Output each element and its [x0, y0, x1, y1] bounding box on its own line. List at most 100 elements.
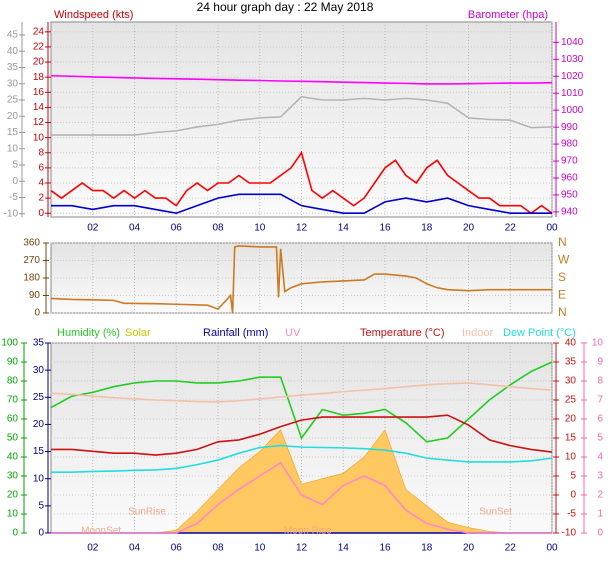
- y-tick-label: 2: [38, 193, 44, 204]
- x-tick-label: 12: [296, 223, 308, 234]
- y-tick-label: 60: [7, 414, 19, 425]
- x-tick-label: 02: [87, 223, 99, 234]
- y-tick-label: 5: [12, 160, 18, 171]
- y-tick-label: 7: [597, 395, 603, 406]
- y-tick-label: 1040: [561, 37, 584, 48]
- series-line: [51, 444, 553, 473]
- y-tick-label: 0: [38, 528, 44, 539]
- y-axis-title: Windspeed (kts): [54, 9, 133, 21]
- x-tick-label: 06: [171, 543, 183, 554]
- y-tick-label: 25: [565, 395, 577, 406]
- y-tick-label: -5: [9, 192, 18, 203]
- x-tick-label: 04: [129, 543, 141, 554]
- annotation: SunRise: [128, 507, 166, 518]
- y-tick-label: W: [558, 253, 570, 267]
- x-tick-label: 20: [463, 543, 475, 554]
- y-tick-label: 9: [597, 357, 603, 368]
- y-tick-label: 180: [23, 273, 40, 284]
- y-tick-label: 6: [38, 163, 44, 174]
- y-tick-label: 35: [7, 62, 19, 73]
- y-tick-label: 90: [7, 357, 19, 368]
- y-tick-label: 10: [7, 509, 19, 520]
- y-tick-label: 5: [570, 471, 576, 482]
- x-tick-label: 20: [463, 223, 475, 234]
- y-tick-label: 0: [570, 490, 576, 501]
- series-line: [50, 361, 553, 443]
- x-tick-label: 08: [212, 223, 224, 234]
- x-tick-label: 18: [421, 223, 433, 234]
- y-tick-label: 2: [597, 490, 603, 501]
- y-tick-label: 950: [561, 190, 578, 201]
- y-tick-label: 25: [33, 392, 45, 403]
- y-tick-label: 0: [38, 208, 44, 219]
- y-tick-label: 8: [38, 147, 44, 158]
- x-tick-label: 10: [254, 223, 266, 234]
- y-tick-label: 10: [7, 143, 19, 154]
- y-tick-label: 4: [38, 178, 44, 189]
- y-tick-label: 0: [597, 528, 603, 539]
- y-tick-label: 18: [33, 72, 45, 83]
- x-tick-label: 18: [421, 543, 433, 554]
- y-tick-label: 0: [12, 528, 18, 539]
- x-tick-label: 14: [338, 543, 350, 554]
- y-tick-label: 960: [561, 173, 578, 184]
- y-tick-label: 90: [29, 290, 41, 301]
- y-tick-label: 10: [33, 132, 45, 143]
- x-tick-label: 22: [505, 543, 517, 554]
- y-tick-label: 8: [597, 376, 603, 387]
- y-tick-label: 30: [7, 78, 19, 89]
- x-tick-label: 16: [379, 543, 391, 554]
- x-tick-label: 10: [254, 543, 266, 554]
- y-tick-label: 15: [565, 433, 577, 444]
- y-tick-label: 15: [7, 127, 19, 138]
- y-tick-label: 40: [7, 452, 19, 463]
- x-tick-label: 00: [546, 543, 558, 554]
- y-tick-label: 5: [597, 433, 603, 444]
- y-tick-label: 1000: [561, 105, 584, 116]
- x-tick-label: 00: [546, 223, 558, 234]
- y-tick-label: 1020: [561, 71, 584, 82]
- y-tick-label: 20: [7, 490, 19, 501]
- y-tick-label: 970: [561, 156, 578, 167]
- x-tick-label: 14: [338, 223, 350, 234]
- y-tick-label: 6: [597, 414, 603, 425]
- y-tick-label: 40: [565, 338, 577, 349]
- y-tick-label: -10: [562, 528, 577, 539]
- y-tick-label: 100: [1, 338, 18, 349]
- y-tick-label: 16: [33, 87, 45, 98]
- y-tick-label: 3: [597, 471, 603, 482]
- y-tick-label: 20: [33, 57, 45, 68]
- y-tick-label: S: [558, 270, 566, 284]
- y-tick-label: 30: [33, 365, 45, 376]
- x-tick-label: 12: [296, 543, 308, 554]
- y-tick-label: -10: [4, 208, 19, 219]
- y-tick-label: 30: [7, 471, 19, 482]
- x-tick-label: 06: [171, 223, 183, 234]
- series-line: [51, 193, 552, 215]
- y2-axis-title: Barometer (hpa): [468, 9, 548, 21]
- y-tick-label: 70: [7, 395, 19, 406]
- legend-entry: Indoor: [462, 327, 494, 339]
- y-tick-label: 35: [33, 338, 45, 349]
- y-tick-label: 1010: [561, 88, 584, 99]
- series-line: [51, 461, 552, 534]
- y-tick-label: 360: [23, 238, 40, 249]
- y-tick-label: 1: [597, 509, 603, 520]
- y-tick-label: -5: [567, 509, 576, 520]
- annotation: SunSet: [479, 507, 512, 518]
- y-tick-label: 30: [565, 376, 577, 387]
- y-tick-label: 14: [33, 102, 45, 113]
- y-tick-label: 10: [33, 473, 45, 484]
- y-tick-label: 4: [597, 452, 603, 463]
- y-tick-label: 20: [33, 419, 45, 430]
- y-tick-label: 1030: [561, 54, 584, 65]
- x-tick-label: 04: [129, 223, 141, 234]
- y-tick-label: 40: [7, 46, 19, 57]
- series-line: [50, 382, 553, 403]
- y-tick-label: 45: [7, 30, 19, 41]
- y-tick-label: 80: [7, 376, 19, 387]
- y-tick-label: 10: [592, 338, 604, 349]
- y-tick-label: E: [558, 288, 566, 302]
- y-tick-label: 20: [565, 414, 577, 425]
- y-tick-label: 980: [561, 139, 578, 150]
